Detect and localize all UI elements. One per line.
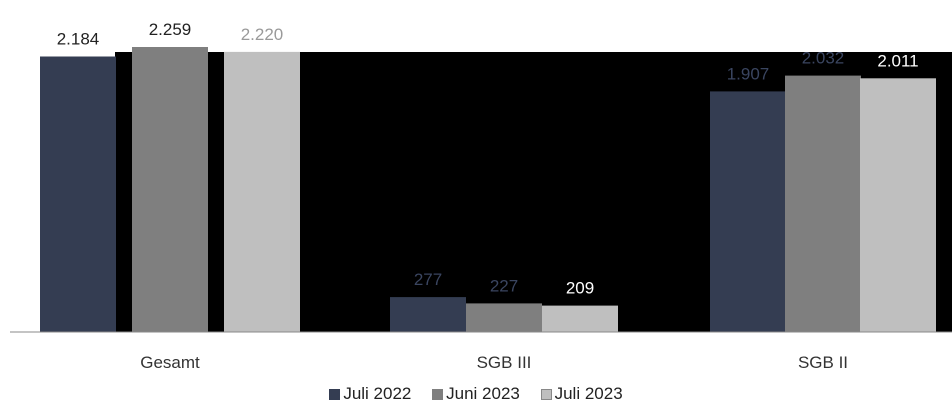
category-label: Gesamt: [140, 353, 200, 372]
value-labels-group: 2.184 2.259 2.220 277 227 209 1.907 2.032 2.011: [57, 20, 919, 298]
bars-group: [40, 47, 936, 333]
bar-gesamt-juni-2023: [132, 47, 208, 332]
value-label: 2.184: [57, 30, 100, 49]
value-label: 2.259: [149, 20, 192, 39]
category-label: SGB II: [798, 353, 848, 372]
category-labels-group: Gesamt SGB III SGB II: [140, 353, 848, 372]
category-label: SGB III: [477, 353, 532, 372]
legend-swatch: [540, 388, 552, 400]
legend-item-juni-2023: Juni 2023: [432, 384, 520, 404]
value-label: 2.220: [241, 25, 284, 44]
value-label: 1.907: [727, 64, 770, 83]
bar-sgb-iii-juni-2023: [466, 303, 542, 332]
legend-label: Juli 2023: [554, 384, 623, 403]
value-label: 209: [566, 279, 594, 298]
bar-sgb-ii-juni-2023: [785, 75, 861, 332]
legend-item-juli-2022: Juli 2022: [329, 384, 411, 404]
legend-swatch: [432, 388, 444, 400]
bar-sgb-iii-juli-2023: [542, 305, 618, 332]
bar-sgb-iii-juli-2022: [390, 297, 466, 332]
value-label: 227: [490, 276, 518, 295]
value-label: 2.032: [802, 49, 845, 68]
value-label: 2.011: [877, 51, 918, 70]
bar-sgb-ii-juli-2022: [710, 91, 786, 333]
legend-label: Juli 2022: [343, 384, 412, 403]
bar-sgb-ii-juli-2023: [860, 78, 936, 332]
value-label: 277: [414, 270, 442, 289]
legend-label: Juni 2023: [446, 384, 520, 403]
bar-gesamt-juli-2022: [40, 56, 116, 332]
legend: Juli 2022 Juni 2023 Juli 2023: [0, 384, 952, 405]
legend-swatch: [329, 388, 341, 400]
legend-item-juli-2023: Juli 2023: [540, 384, 623, 404]
bar-gesamt-juli-2023: [224, 51, 300, 333]
